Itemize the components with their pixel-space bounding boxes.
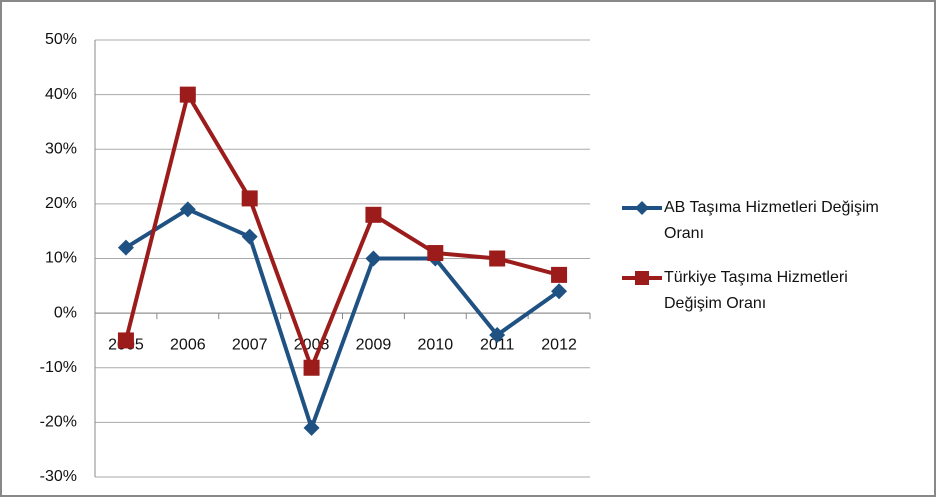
x-tick-label: 2011 [480,336,515,353]
legend-item: AB Taşıma Hizmetleri Değişim Oranı [620,195,894,247]
legend-swatch [622,201,662,215]
y-tick-label: -10% [40,359,77,376]
marker [303,419,320,436]
y-tick-label: 30% [45,140,77,157]
marker [489,326,506,343]
marker [117,239,134,256]
y-tick-label: -20% [40,414,77,431]
line [123,92,560,370]
legend-label: AB Taşıma Hizmetleri Değişim Oranı [664,199,879,242]
legend-item: Türkiye Taşıma Hizmetleri Değişim Oranı [620,265,894,317]
marker [303,359,320,376]
y-tick-label: -30% [40,468,77,485]
y-tick-label: 10% [45,250,77,267]
marker [365,206,382,223]
marker [241,190,258,207]
marker [551,283,568,300]
x-tick-label: 2010 [418,336,454,353]
x-tick-label: 2012 [541,336,577,353]
marker [365,250,382,267]
line [124,207,561,430]
legend-swatch [622,271,662,285]
marker [179,86,196,103]
x-tick-label: 2007 [232,336,268,353]
marker [241,228,258,245]
x-tick-label: 2009 [356,336,392,353]
marker [179,201,196,218]
marker [489,250,506,267]
y-tick-label: 40% [45,86,77,103]
y-tick-label: 20% [45,195,77,212]
marker [427,245,444,262]
y-tick-label: 50% [45,31,77,48]
x-tick-label: 2006 [170,336,206,353]
marker [117,332,134,349]
y-tick-label: 0% [54,304,77,321]
legend-label: Türkiye Taşıma Hizmetleri Değişim Oranı [664,269,848,312]
marker [551,266,568,283]
